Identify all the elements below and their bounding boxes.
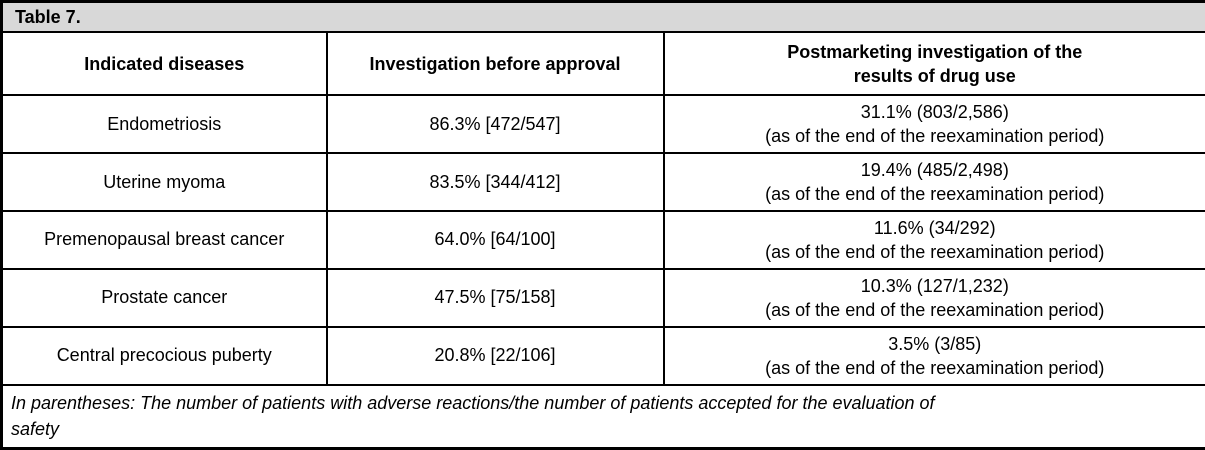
postmarketing-cell: 10.3% (127/1,232) (as of the end of the … (662, 267, 1205, 328)
before-approval-cell: 86.3% [472/547] (325, 94, 665, 155)
postmarketing-note: (as of the end of the reexamination peri… (765, 241, 1105, 262)
disease-cell: Endometriosis (0, 94, 328, 155)
postmarketing-rate: 19.4% (485/2,498) (860, 160, 1009, 180)
table-footnote-row: In parentheses: The number of patients w… (0, 383, 1205, 450)
postmarketing-note: (as of the end of the reexamination peri… (765, 126, 1105, 147)
table-title-row: Table 7. (0, 0, 1205, 33)
before-approval-cell: 64.0% [64/100] (325, 209, 665, 270)
column-header-indicated-diseases: Indicated diseases (0, 30, 328, 97)
before-approval-cell: 83.5% [344/412] (325, 152, 665, 212)
postmarketing-rate: 11.6% (34/292) (873, 217, 996, 238)
disease-cell: Central precocious puberty (0, 325, 328, 386)
footnote: In parentheses: The number of patients w… (0, 383, 1205, 450)
postmarketing-note: (as of the end of the reexamination peri… (765, 357, 1105, 378)
postmarketing-rate: 3.5% (3/85) (888, 333, 982, 354)
disease-cell: Prostate cancer (0, 267, 328, 328)
postmarketing-rate: 10.3% (127/1,232) (860, 275, 1009, 296)
table-row-endometriosis: Endometriosis 86.3% [472/547] 31.1% (803… (0, 94, 1205, 155)
table-header-row: Indicated diseases Investigation before … (0, 30, 1205, 97)
table-row-premenopausal-breast-cancer: Premenopausal breast cancer 64.0% [64/10… (0, 209, 1205, 270)
disease-cell: Uterine myoma (0, 152, 328, 212)
column-header-postmarketing-investigation: Postmarketing investigation of the resul… (662, 30, 1205, 97)
postmarketing-rate: 31.1% (803/2,586) (860, 102, 1009, 123)
table-row-central-precocious-puberty: Central precocious puberty 20.8% [22/106… (0, 325, 1205, 386)
column-header-investigation-before-approval: Investigation before approval (325, 30, 665, 97)
postmarketing-note: (as of the end of the reexamination peri… (765, 184, 1105, 204)
postmarketing-cell: 31.1% (803/2,586) (as of the end of the … (662, 94, 1205, 155)
postmarketing-note: (as of the end of the reexamination peri… (765, 299, 1105, 320)
postmarketing-cell: 3.5% (3/85) (as of the end of the reexam… (662, 325, 1205, 386)
disease-cell: Premenopausal breast cancer (0, 209, 328, 270)
table-title: Table 7. (0, 0, 1205, 33)
before-approval-cell: 47.5% [75/158] (325, 267, 665, 328)
postmarketing-cell: 11.6% (34/292) (as of the end of the ree… (662, 209, 1205, 270)
table-row-uterine-myoma: Uterine myoma 83.5% [344/412] 19.4% (485… (0, 152, 1205, 212)
table-row-prostate-cancer: Prostate cancer 47.5% [75/158] 10.3% (12… (0, 267, 1205, 328)
postmarketing-cell: 19.4% (485/2,498) (as of the end of the … (662, 152, 1205, 212)
before-approval-cell: 20.8% [22/106] (325, 325, 665, 386)
